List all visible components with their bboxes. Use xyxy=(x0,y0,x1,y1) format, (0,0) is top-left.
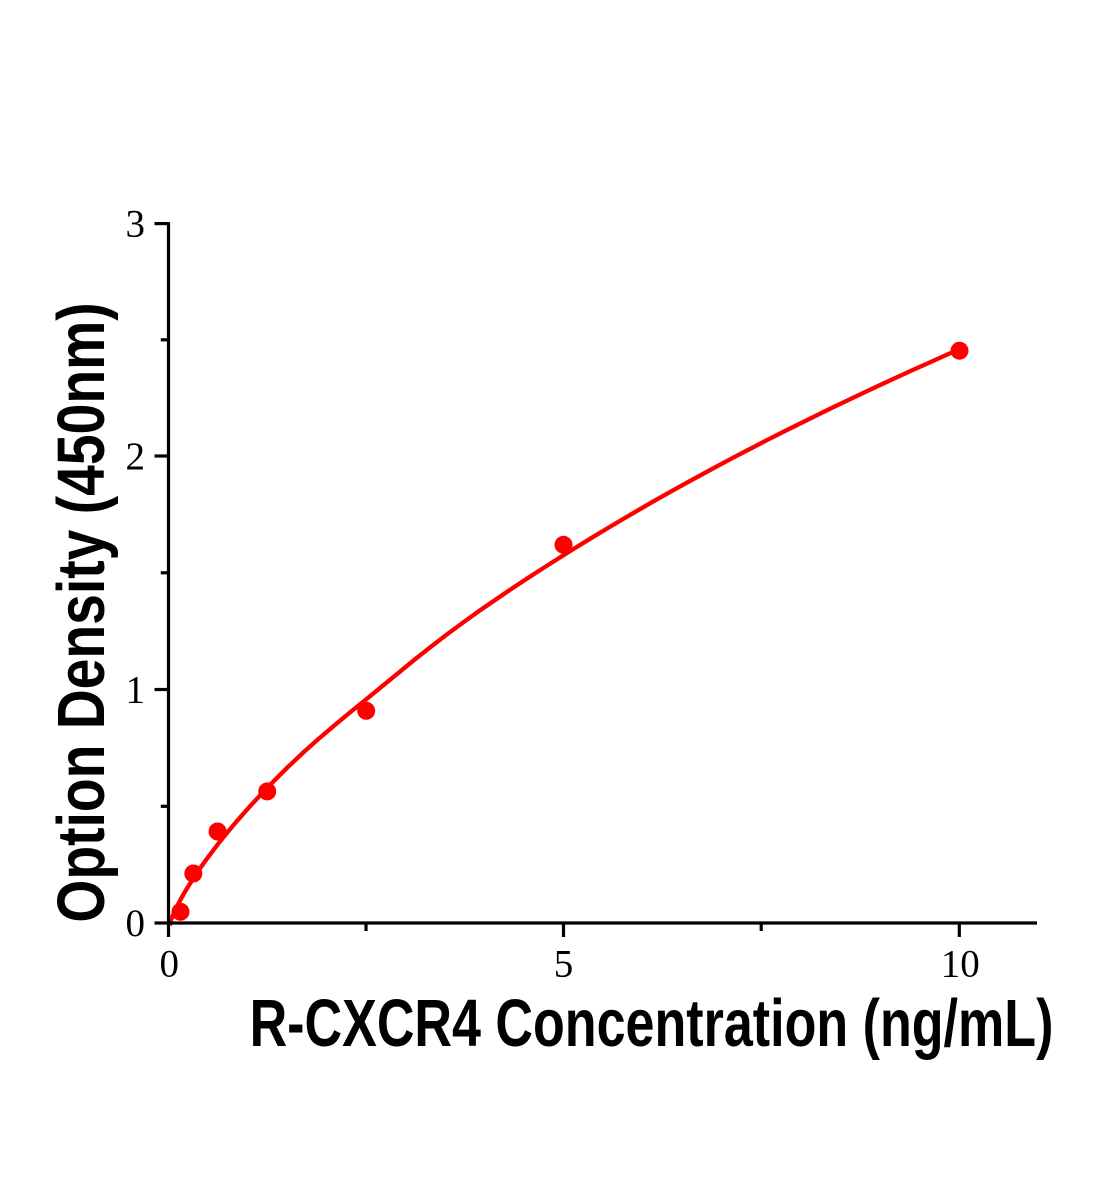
svg-text:0: 0 xyxy=(160,942,180,985)
svg-text:R-CXCR4 Concentration (ng/mL): R-CXCR4 Concentration (ng/mL) xyxy=(250,986,1054,1061)
svg-text:1: 1 xyxy=(126,668,146,711)
svg-text:10: 10 xyxy=(941,942,980,985)
svg-text:5: 5 xyxy=(554,942,574,985)
svg-text:0: 0 xyxy=(126,902,146,945)
svg-text:2: 2 xyxy=(126,435,146,478)
svg-text:3: 3 xyxy=(126,203,146,246)
svg-text:Option Density (450nm): Option Density (450nm) xyxy=(44,302,119,922)
